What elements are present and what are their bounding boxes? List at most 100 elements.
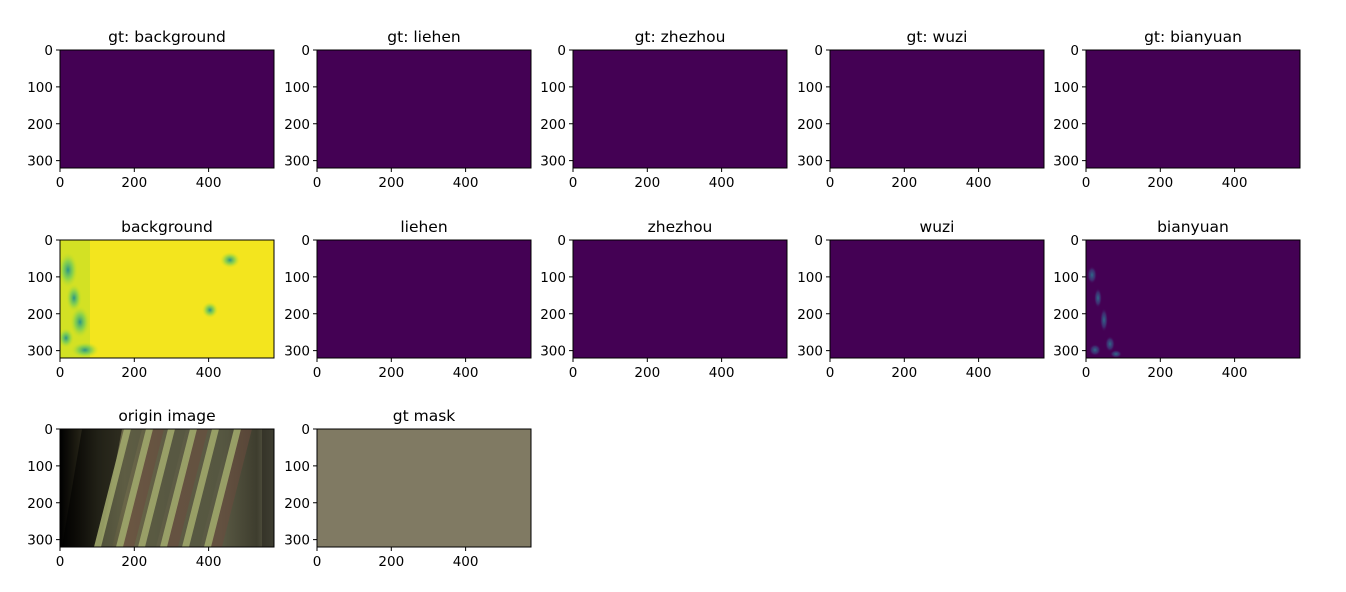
panel-bianyuan: bianyuan 0 200 400 0 100 200 300 xyxy=(1053,218,1301,381)
y-tick-label: 0 xyxy=(1070,43,1079,59)
panel-title: gt: bianyuan xyxy=(1144,28,1242,46)
heatmap-fill xyxy=(573,50,787,168)
x-tick-label: 200 xyxy=(378,365,404,381)
x-tick-label: 200 xyxy=(891,175,917,191)
x-tick-label: 200 xyxy=(634,175,660,191)
x-tick-label: 200 xyxy=(121,365,147,381)
x-tick-label: 200 xyxy=(1147,365,1173,381)
x-tick-label: 400 xyxy=(966,175,992,191)
x-tick-label: 200 xyxy=(378,175,404,191)
y-tick-label: 200 xyxy=(540,307,566,323)
heatmap-spot xyxy=(1094,288,1102,308)
panel-wuzi: wuzi 0 200 400 0 100 200 300 xyxy=(797,218,1045,381)
axes-frame xyxy=(316,428,532,548)
axes-frame xyxy=(316,49,532,169)
x-tick-label: 400 xyxy=(196,365,222,381)
image-stripe xyxy=(116,429,153,547)
panel-image xyxy=(830,50,1044,168)
y-tick-label: 0 xyxy=(1070,233,1079,249)
panel-image xyxy=(1086,240,1300,358)
x-tick-label: 400 xyxy=(709,175,735,191)
x-tick-label: 400 xyxy=(966,365,992,381)
panel-title: bianyuan xyxy=(1157,218,1229,236)
heatmap-fill xyxy=(317,50,531,168)
y-tick-label: 300 xyxy=(27,344,53,360)
panel-gt-wuzi: gt: wuzi 0 200 400 0 100 200 300 xyxy=(797,28,1045,191)
y-tick-label: 200 xyxy=(1053,117,1079,133)
image-panel xyxy=(144,429,186,547)
x-tick-label: 0 xyxy=(313,554,322,570)
heatmap-spot xyxy=(60,252,78,288)
panel-title: background xyxy=(121,218,213,236)
y-tick-label: 100 xyxy=(540,270,566,286)
x-tick-label: 0 xyxy=(313,365,322,381)
image-stripe xyxy=(138,429,175,547)
heatmap-spot xyxy=(66,284,82,312)
heatmap-spot xyxy=(1100,308,1108,332)
y-tick-label: 300 xyxy=(540,154,566,170)
axes-frame xyxy=(572,49,788,169)
heatmap-fill xyxy=(830,240,1044,358)
axes-frame xyxy=(59,49,275,169)
x-tick-label: 200 xyxy=(378,554,404,570)
heatmap-fill xyxy=(317,240,531,358)
y-tick-label: 300 xyxy=(540,344,566,360)
panel-title: gt: background xyxy=(108,28,226,46)
panel-image xyxy=(1086,50,1300,168)
heatmap-fill xyxy=(60,50,274,168)
axes-frame xyxy=(1085,239,1301,359)
y-tick-label: 0 xyxy=(814,233,823,249)
panel-image xyxy=(317,429,531,547)
panel-background: background 0 200 400 0 100 200 300 xyxy=(27,218,275,381)
y-tick-label: 100 xyxy=(797,270,823,286)
x-tick-label: 0 xyxy=(826,175,835,191)
axes-frame xyxy=(829,49,1045,169)
heatmap-fill xyxy=(830,50,1044,168)
y-tick-label: 0 xyxy=(557,43,566,59)
heatmap-spot xyxy=(1110,350,1122,358)
heatmap-fill xyxy=(573,240,787,358)
panel-title: gt: zhezhou xyxy=(635,28,726,46)
panel-title: gt: liehen xyxy=(387,28,460,46)
y-tick-label: 100 xyxy=(540,80,566,96)
y-tick-label: 300 xyxy=(284,533,310,549)
axes-frame xyxy=(572,239,788,359)
x-tick-label: 0 xyxy=(56,175,65,191)
x-tick-label: 200 xyxy=(121,554,147,570)
x-tick-label: 400 xyxy=(453,365,479,381)
y-tick-label: 200 xyxy=(27,496,53,512)
image-shadow xyxy=(62,429,122,547)
image-stripe xyxy=(160,429,197,547)
panel-title: wuzi xyxy=(920,218,955,236)
x-tick-label: 0 xyxy=(56,365,65,381)
panel-title: liehen xyxy=(400,218,447,236)
heatmap-spot xyxy=(60,328,74,348)
y-tick-label: 200 xyxy=(284,307,310,323)
panel-origin-image: origin image 0 200 400 0 100 200 300 xyxy=(27,407,275,570)
y-tick-label: 200 xyxy=(797,307,823,323)
panel-image xyxy=(60,50,274,168)
y-tick-label: 300 xyxy=(27,154,53,170)
x-tick-label: 200 xyxy=(121,175,147,191)
x-tick-label: 400 xyxy=(1222,175,1248,191)
axes-frame xyxy=(829,239,1045,359)
axes-frame xyxy=(59,239,275,359)
x-tick-label: 400 xyxy=(1222,365,1248,381)
y-tick-label: 0 xyxy=(301,43,310,59)
image-stripe xyxy=(182,429,219,547)
x-tick-label: 400 xyxy=(453,554,479,570)
panel-gt-bianyuan: gt: bianyuan 0 200 400 0 100 200 300 xyxy=(1053,28,1301,191)
y-tick-label: 100 xyxy=(284,459,310,475)
panel-image xyxy=(573,240,787,358)
y-tick-label: 0 xyxy=(301,422,310,438)
y-tick-label: 100 xyxy=(27,80,53,96)
y-tick-label: 300 xyxy=(797,344,823,360)
heatmap-fill xyxy=(317,429,531,547)
panel-liehen: liehen 0 200 400 0 100 200 300 xyxy=(284,218,532,381)
y-tick-label: 200 xyxy=(797,117,823,133)
x-tick-label: 0 xyxy=(569,175,578,191)
x-tick-label: 400 xyxy=(196,554,222,570)
y-tick-label: 0 xyxy=(814,43,823,59)
y-tick-label: 100 xyxy=(1053,270,1079,286)
panel-title: origin image xyxy=(118,407,215,425)
